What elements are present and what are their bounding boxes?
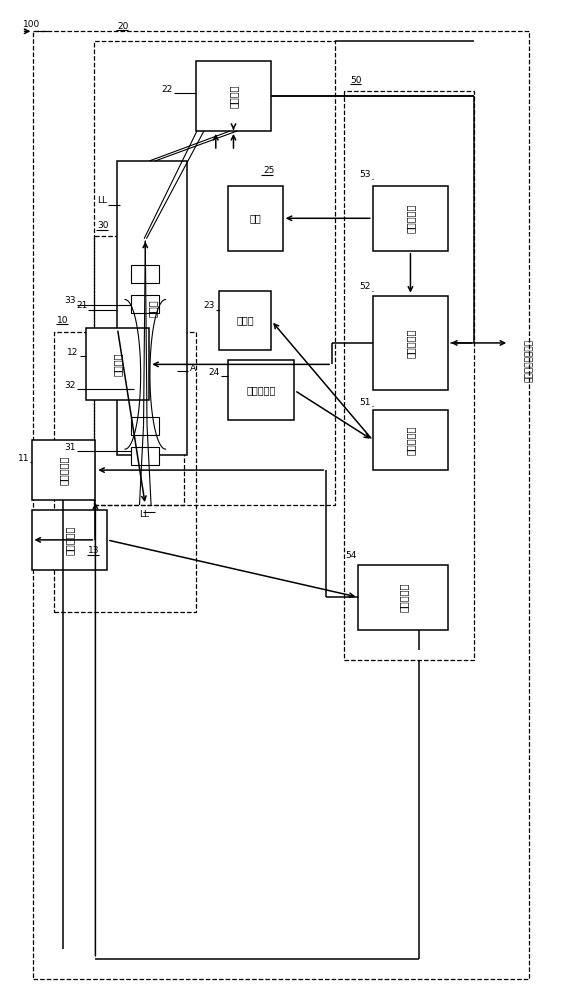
Text: 23: 23 [203,301,215,310]
Bar [33,31,529,979]
Text: 输出（时钟信号）: 输出（时钟信号） [525,339,534,382]
Bar [31,440,96,500]
Bar [219,291,271,350]
Text: 线圈: 线圈 [250,213,261,223]
Bar [358,565,448,630]
Text: 54: 54 [345,551,356,560]
Text: 31: 31 [64,443,76,452]
Text: 22: 22 [161,85,173,94]
Text: 32: 32 [64,381,76,390]
Bar [131,417,159,435]
Text: 10: 10 [57,316,69,325]
Bar [373,296,448,390]
Bar [344,91,474,660]
Text: 33: 33 [64,296,76,305]
Bar [131,295,159,313]
Text: 53: 53 [359,170,370,179]
Text: 13: 13 [89,546,100,555]
Text: 11: 11 [17,454,29,463]
Text: 温度传感器: 温度传感器 [64,525,74,555]
Text: 帕尔贴元件: 帕尔贴元件 [58,455,68,485]
Text: LL: LL [97,196,107,205]
Text: 20: 20 [117,22,129,31]
Bar [31,510,107,570]
Text: 50: 50 [351,76,362,85]
Text: 21: 21 [76,301,87,310]
Text: 25: 25 [263,166,275,175]
Text: 光源控制部: 光源控制部 [405,328,416,358]
Text: 24: 24 [208,368,220,377]
Text: 原子室: 原子室 [147,299,157,317]
Text: LL: LL [139,510,149,519]
Bar [94,236,184,505]
Bar [117,161,187,455]
Text: 100: 100 [23,20,40,29]
Bar [54,332,196,612]
Text: 温度控制部: 温度控制部 [398,583,408,612]
Text: A: A [190,364,196,373]
Bar [228,186,283,251]
Text: 12: 12 [67,348,79,357]
Text: 30: 30 [97,221,108,230]
Text: 磁场控制部: 磁场控制部 [405,204,416,233]
Bar [373,186,448,251]
Bar [196,61,271,131]
Text: 发光元件: 发光元件 [113,353,122,376]
Text: 52: 52 [359,282,370,291]
Bar [228,360,294,420]
Bar [86,328,149,400]
Text: 加热器: 加热器 [236,316,254,326]
Text: 温度控制部: 温度控制部 [405,425,416,455]
Text: 温度传感器: 温度传感器 [247,385,276,395]
Bar [94,41,335,505]
Bar [131,447,159,465]
Text: 受光元件: 受光元件 [229,84,238,108]
Bar [131,265,159,283]
Text: 51: 51 [359,398,370,407]
Bar [373,410,448,470]
